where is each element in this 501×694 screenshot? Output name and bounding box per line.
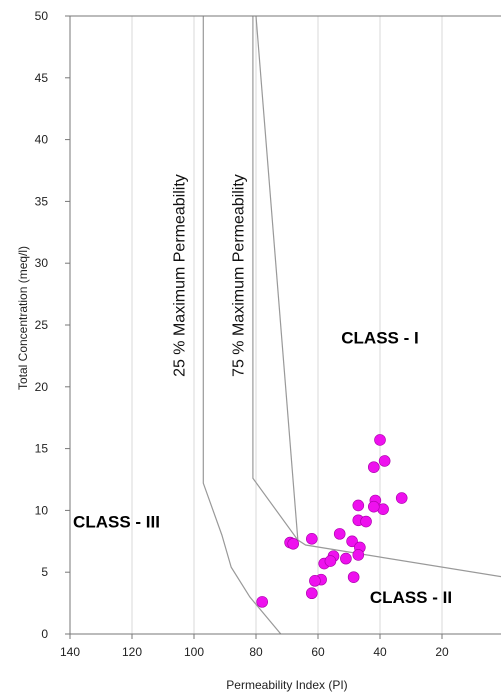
data-point [352,499,365,512]
x-tick-label: 140 [60,645,80,659]
data-point [333,528,346,540]
x-tick-label: 40 [373,645,387,659]
boundary-label: 25 % Maximum Permeability [172,174,189,377]
data-point [305,533,318,545]
data-point [367,461,380,473]
y-tick-label: 5 [41,565,48,579]
y-tick-label: 10 [35,503,49,517]
data-point [374,434,386,446]
data-point [346,535,358,548]
boundary-layer [202,15,501,635]
y-tick-label: 40 [35,133,49,147]
data-point [360,515,372,528]
x-axis-title: Permeability Index (PI) [226,678,347,692]
data-point [347,571,360,583]
grid-layer [131,16,443,634]
y-tick-label: 30 [35,256,49,270]
data-point [340,552,352,565]
data-point [305,587,318,600]
data-point [309,575,321,587]
data-point [324,555,337,567]
y-tick-label: 25 [35,318,49,332]
axis-layer: 05101520253035404550140120100806040200 [35,9,501,659]
data-point [367,500,380,513]
label-layer: CLASS - I CLASS - II CLASS - III 25 % Maxim… [73,174,452,607]
data-point [378,455,391,467]
region-label: CLASS - II [370,588,452,607]
data-point [352,549,365,561]
data-point [256,596,269,608]
x-tick-label: 80 [249,645,263,659]
x-tick-label: 100 [184,645,204,659]
y-tick-label: 20 [35,380,49,394]
y-tick-label: 50 [35,9,49,23]
y-tick-label: 15 [35,442,49,456]
x-tick-label: 20 [435,645,449,659]
y-tick-label: 35 [35,194,49,208]
data-point [395,492,408,504]
boundary-line [252,16,501,578]
point-layer [256,434,408,608]
y-tick-label: 0 [41,627,48,641]
boundary-line [255,15,299,541]
boundary-line [202,16,282,635]
region-label: CLASS - I [341,329,418,348]
data-point [287,537,300,550]
region-label: CLASS - III [73,513,160,532]
boundary-label: 75 % Maximum Permeability [231,174,248,377]
x-tick-label: 60 [311,645,325,659]
y-tick-label: 45 [35,71,49,85]
y-axis-title: Total Concentration (meq/l) [16,246,30,390]
x-tick-label: 120 [122,645,142,659]
